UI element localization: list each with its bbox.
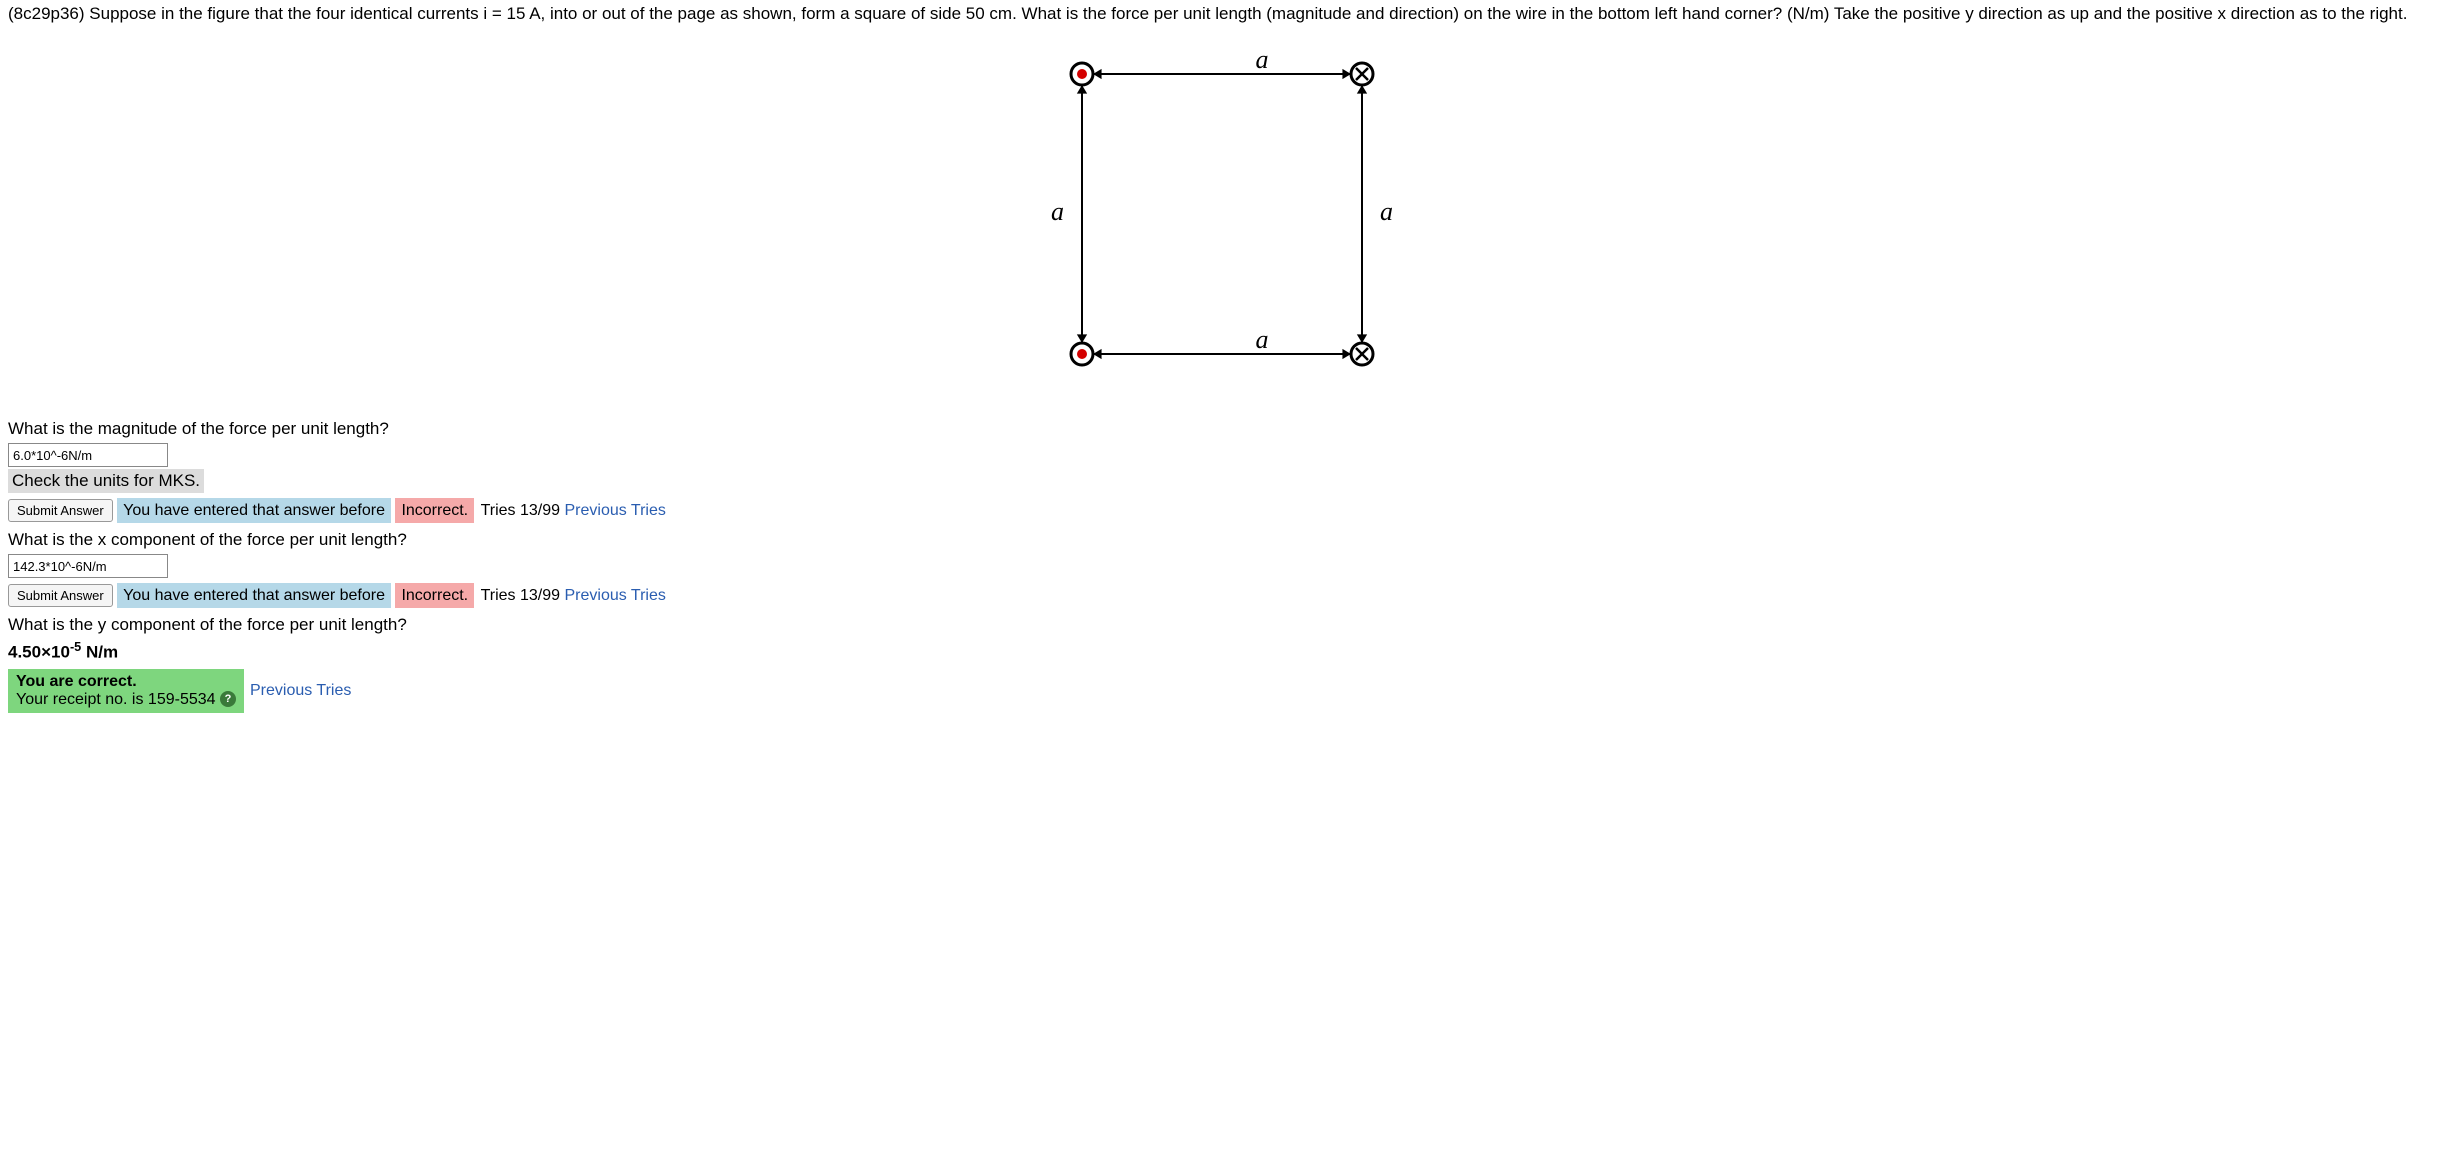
problem-statement: (8c29p36) Suppose in the figure that the… — [8, 4, 2436, 24]
q1-submit-button[interactable]: Submit Answer — [8, 499, 113, 522]
q1-prompt: What is the magnitude of the force per u… — [8, 419, 2436, 439]
q2-submit-button[interactable]: Submit Answer — [8, 584, 113, 607]
q2-incorrect-badge: Incorrect. — [395, 583, 474, 608]
svg-text:a: a — [1380, 197, 1393, 226]
q3-correct-badge: You are correct. Your receipt no. is 159… — [8, 669, 244, 713]
q2-tries: Tries 13/99 Previous Tries — [479, 583, 668, 608]
q2-previous-tries-link[interactable]: Previous Tries — [564, 587, 665, 604]
q2-duplicate-msg: You have entered that answer before — [117, 583, 391, 608]
q2-prompt: What is the x component of the force per… — [8, 530, 2436, 550]
svg-text:a: a — [1256, 325, 1269, 354]
q1-tries: Tries 13/99 Previous Tries — [479, 498, 668, 523]
q3-correct-line2: Your receipt no. is 159-5534 — [16, 691, 216, 708]
q2-input[interactable] — [8, 554, 168, 578]
svg-text:a: a — [1051, 197, 1064, 226]
q1-previous-tries-link[interactable]: Previous Tries — [564, 502, 665, 519]
q3-prompt: What is the y component of the force per… — [8, 615, 2436, 635]
svg-text:a: a — [1256, 45, 1269, 74]
q1-incorrect-badge: Incorrect. — [395, 498, 474, 523]
q1-unit-feedback: Check the units for MKS. — [8, 469, 204, 493]
q1-tries-count: Tries 13/99 — [481, 502, 560, 519]
q2-tries-count: Tries 13/99 — [481, 587, 560, 604]
q1-duplicate-msg: You have entered that answer before — [117, 498, 391, 523]
q3-correct-line1: You are correct. — [16, 673, 137, 690]
q3-previous-tries-link[interactable]: Previous Tries — [244, 682, 351, 700]
figure: a a a a — [8, 34, 2436, 399]
q1-input[interactable] — [8, 443, 168, 467]
help-icon[interactable]: ? — [220, 691, 236, 707]
q3-answer: 4.50×10-5 N/m — [8, 639, 2436, 663]
